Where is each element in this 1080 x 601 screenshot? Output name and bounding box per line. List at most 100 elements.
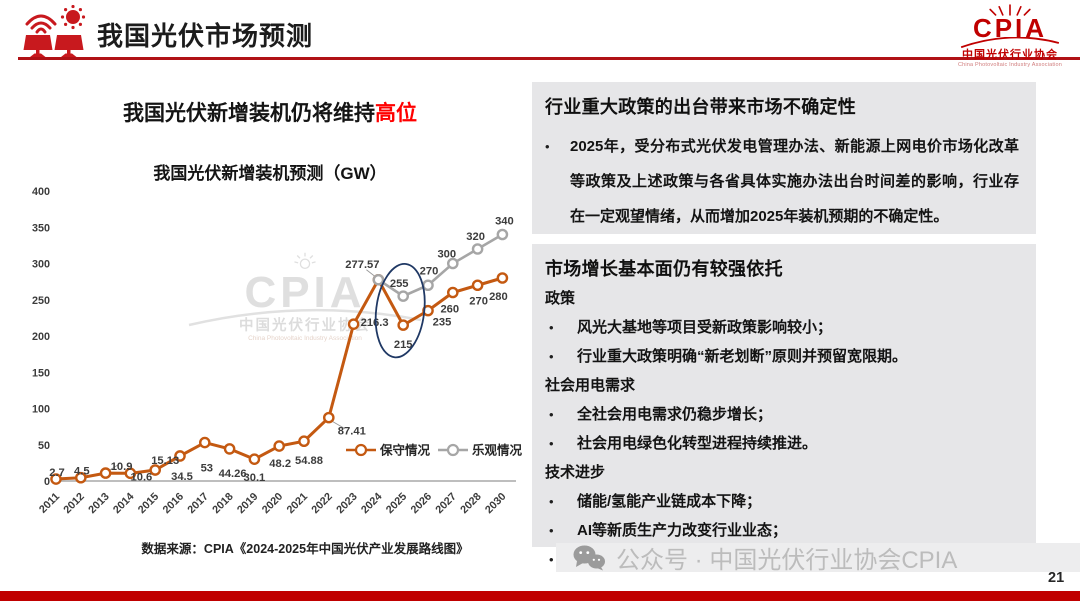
- section-heading: 技术进步: [545, 464, 606, 481]
- headline-highlight: 高位: [375, 102, 417, 125]
- logo-brand-text: CPIA: [972, 13, 1048, 43]
- data-label: 235: [433, 317, 452, 329]
- section-heading: 社会用电需求: [545, 377, 636, 394]
- fundamentals-panel: 市场增长基本面仍有较强依托 政策 • 风光大基地等项目受新政策影响较小； • 行业重大政…: [532, 244, 1036, 568]
- bullet-item: • AI等新质生产力改变行业业态；: [545, 516, 1019, 545]
- chart-area: 0 50 100 150 200 250 300 350 400 2011 2012 2013 2014…: [28, 183, 533, 553]
- bullet-text: 2025年，受分布式光伏发电管理办法、新能源上网电价市场化改革等政策及上述政策与…: [570, 138, 1019, 225]
- chart-headline: 我国光伏新增装机仍将维持高位: [40, 97, 500, 127]
- x-axis-tick: 2022: [309, 491, 334, 516]
- x-axis-tick: 2026: [409, 491, 434, 516]
- x-axis-tick: 2015: [136, 491, 161, 516]
- data-label: 48.2: [269, 458, 291, 470]
- bullet-dot: •: [549, 552, 554, 567]
- header-underline: [18, 57, 1080, 60]
- y-axis-tick: 250: [32, 295, 50, 307]
- data-point: [322, 411, 335, 424]
- bullet-dot: •: [549, 407, 554, 422]
- bullet-dot: •: [545, 139, 550, 154]
- data-label: 300: [437, 249, 456, 261]
- legend-marker: [446, 443, 460, 457]
- panel-body: • 2025年，受分布式光伏发电管理办法、新能源上网电价市场化改革等政策及上述政策…: [532, 119, 1036, 234]
- watermark-org-en-text: China Photovoltaic Industry Association: [248, 335, 362, 342]
- panel-body: 政策 • 风光大基地等项目受新政策影响较小； • 行业重大政策明确“新老划断”原则并预留…: [532, 281, 1036, 574]
- cpia-logo: CPIA 中国光伏行业协会 China Photovoltaic Industr…: [946, 3, 1074, 68]
- uncertainty-panel: 行业重大政策的出台带来市场不确定性 • 2025年，受分布式光伏发电管理办法、新能…: [532, 82, 1036, 234]
- data-point: [50, 473, 62, 485]
- data-label: 277.57: [345, 259, 379, 271]
- panel-title: 市场增长基本面仍有较强依托: [545, 259, 783, 279]
- data-label: 270: [420, 265, 439, 277]
- bullet-item: • 2025年，受分布式光伏发电管理办法、新能源上网电价市场化改革等政策及上述政策…: [545, 129, 1019, 234]
- bullet-dot: •: [549, 436, 554, 451]
- y-axis-tick: 150: [32, 367, 50, 379]
- x-axis-tick: 2019: [235, 491, 260, 516]
- data-label: 30.1: [244, 472, 266, 484]
- data-point: [422, 304, 434, 317]
- y-axis-tick: 0: [44, 476, 50, 488]
- y-axis-tick: 100: [32, 404, 50, 416]
- bullet-item: • 风光大基地等项目受新政策影响较小；: [545, 313, 1019, 342]
- data-point: [124, 467, 137, 480]
- bullet-dot: •: [549, 523, 554, 538]
- data-point: [496, 272, 509, 284]
- data-point: [496, 228, 509, 241]
- legend-marker: [354, 443, 368, 457]
- data-point: [471, 243, 484, 255]
- data-point: [298, 435, 310, 448]
- bullet-text: AI等新质生产力改变行业业态；: [577, 522, 788, 539]
- data-label: 215: [394, 339, 413, 351]
- data-label: 260: [440, 304, 459, 316]
- data-source-note: 数据来源：CPIA《2024-2025年中国光伏产业发展路线图》: [141, 542, 469, 556]
- chart-title: 我国光伏新增装机预测（GW）: [153, 164, 387, 183]
- data-label: 255: [390, 278, 409, 290]
- x-axis-tick: 2014: [111, 491, 136, 516]
- x-axis-tick: 2030: [483, 491, 508, 516]
- bullet-item: • 社会用电绿色化转型进程持续推进。: [545, 429, 1019, 458]
- data-label: 34.5: [171, 471, 193, 483]
- x-axis-tick: 2011: [37, 491, 62, 516]
- x-axis-tick: 2013: [86, 491, 111, 516]
- data-point: [422, 279, 434, 292]
- watermark-sun-icon: [294, 252, 316, 269]
- data-label: 10.9: [111, 461, 133, 473]
- bullet-item: • 全社会用电需求仍稳步增长；: [545, 400, 1019, 429]
- bullet-text: 行业重大政策明确“新老划断”原则并预留宽限期。: [577, 348, 908, 365]
- wechat-icon: [573, 545, 605, 571]
- chart-watermark: CPIA 中国光伏行业协会 China Photovoltaic Industr…: [185, 250, 425, 342]
- y-axis-tick: 350: [32, 222, 50, 234]
- data-point: [397, 290, 410, 302]
- data-point: [198, 436, 211, 449]
- x-axis-tick: 2021: [285, 491, 310, 516]
- x-axis-tick: 2025: [384, 491, 409, 516]
- data-label: 53: [201, 463, 213, 475]
- data-point: [446, 257, 459, 270]
- watermark-brand-text: CPIA: [244, 268, 366, 317]
- logo-org-text: 中国光伏行业协会: [962, 49, 1058, 61]
- data-point: [75, 471, 87, 484]
- headline-normal: 我国光伏新增装机仍将维持: [123, 102, 375, 125]
- data-label: 54.88: [295, 455, 323, 467]
- bottom-accent-bar: [0, 591, 1080, 601]
- x-axis-tick: 2028: [458, 491, 483, 516]
- data-point: [372, 273, 385, 286]
- bullet-text: 社会用电绿色化转型进程持续推进。: [577, 435, 818, 452]
- data-point: [471, 279, 484, 292]
- data-label: 15.13: [151, 455, 179, 467]
- watermark-swoosh: [188, 308, 422, 327]
- bullet-dot: •: [549, 494, 554, 509]
- x-axis-tick: 2027: [433, 491, 458, 516]
- data-point: [347, 318, 360, 330]
- x-axis-tick: 2023: [334, 491, 359, 516]
- x-axis-tick: 2012: [61, 491, 86, 516]
- data-point: [248, 453, 261, 465]
- data-point: [99, 467, 112, 479]
- y-axis-tick: 300: [32, 259, 50, 271]
- page-number: 21: [1048, 570, 1065, 586]
- watermark-org-text: 中国光伏行业协会: [239, 318, 371, 334]
- bullet-dot: •: [549, 349, 554, 364]
- data-point: [149, 464, 161, 476]
- bullet-text: 储能/氢能产业链成本下降；: [577, 493, 762, 510]
- data-point: [446, 286, 459, 299]
